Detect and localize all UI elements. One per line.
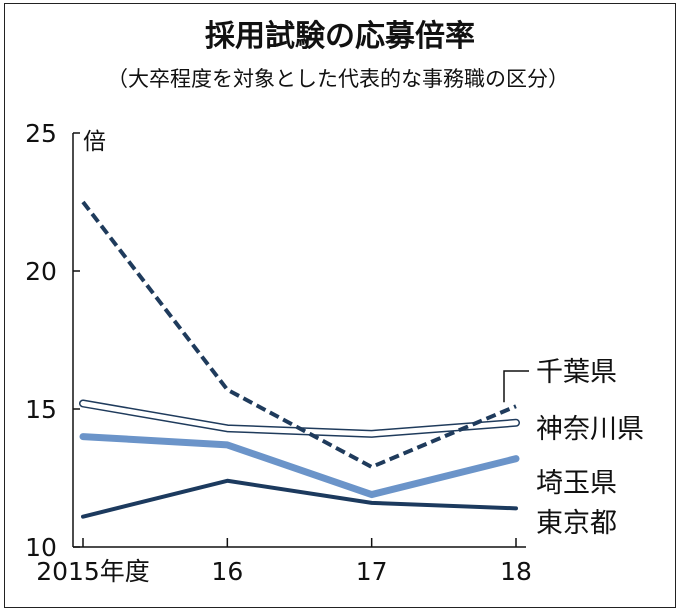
chart-svg: 採用試験の応募倍率 （大卒程度を対象とした代表的な事務職の区分） 倍 10 15 2… — [25, 19, 644, 586]
leader-line — [503, 370, 529, 403]
axes: 10 15 20 25 2015年度 16 17 18 — [25, 119, 532, 586]
series-label: 神奈川県 — [536, 414, 644, 445]
x-tick-label: 17 — [356, 557, 388, 586]
series-line-thick — [79, 433, 520, 499]
series-layer — [79, 200, 520, 519]
chart-subtitle: （大卒程度を対象とした代表的な事務職の区分） — [107, 67, 569, 91]
series-line-dashed — [81, 200, 517, 470]
y-tick-label: 20 — [25, 257, 57, 286]
y-axis-unit: 倍 — [83, 129, 106, 155]
x-tick-label: 18 — [500, 557, 532, 586]
chart-frame: 採用試験の応募倍率 （大卒程度を対象とした代表的な事務職の区分） 倍 10 15 2… — [4, 3, 676, 608]
x-tick-label: 16 — [211, 557, 243, 586]
series-label: 埼玉県 — [536, 468, 617, 499]
series-line-solid — [81, 478, 518, 519]
chart-title: 採用試験の応募倍率 — [205, 19, 475, 54]
y-tick-label: 25 — [25, 119, 57, 148]
x-tick-label: 2015年度 — [36, 557, 150, 586]
y-tick-label: 15 — [25, 395, 57, 424]
series-line-outline-inner — [80, 400, 519, 437]
series-label: 千葉県 — [536, 357, 617, 388]
series-label: 東京都 — [536, 508, 617, 539]
y-tick-label: 10 — [25, 533, 57, 562]
